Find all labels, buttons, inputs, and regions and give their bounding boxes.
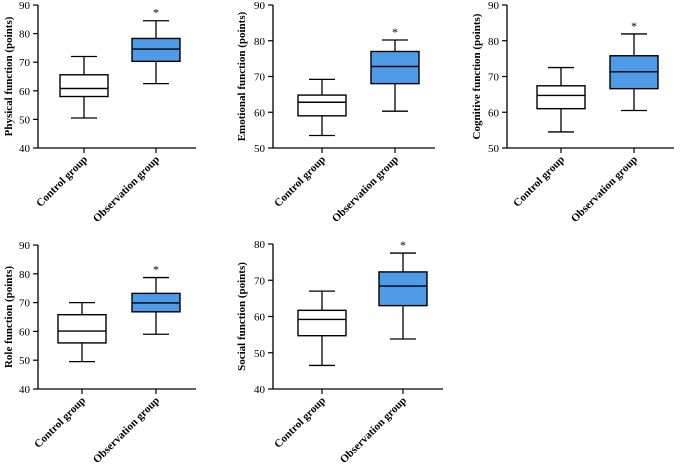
significance-marker: * xyxy=(400,238,406,252)
chart-panel-2: 50 60 70 80 90 Emotional function (points) Con… xyxy=(236,0,435,225)
box-control: Control group xyxy=(272,290,347,451)
y-tick-label: 60 xyxy=(254,312,266,324)
box-observation: * Observation group xyxy=(569,19,659,225)
box-observation: * Observation group xyxy=(330,25,420,225)
y-tick-label: 50 xyxy=(19,355,31,367)
x-category-label: Control group xyxy=(272,395,328,451)
y-tick-label: 80 xyxy=(19,29,31,41)
y-tick-label: 80 xyxy=(488,36,500,48)
y-axis-label: Cognitive function (points) xyxy=(471,13,483,139)
y-tick-label: 90 xyxy=(19,0,31,12)
y-tick-label: 70 xyxy=(19,298,31,310)
y-axis-label: Physical function (points) xyxy=(3,16,15,136)
x-category-label: Observation group xyxy=(91,395,162,466)
box-iqr xyxy=(536,85,586,110)
y-tick-label: 50 xyxy=(19,114,31,126)
x-category-label: Observation group xyxy=(91,154,162,225)
box-iqr xyxy=(370,50,420,85)
y-tick-label: 90 xyxy=(254,0,266,12)
box-control: Control group xyxy=(32,301,107,451)
x-category-label: Control group xyxy=(272,154,328,210)
significance-marker: * xyxy=(153,6,159,20)
y-axis-label: Social function (points) xyxy=(236,262,248,371)
y-tick-label: 50 xyxy=(254,348,266,360)
y-tick-label: 40 xyxy=(254,384,266,396)
x-category-label: Observation group xyxy=(338,395,409,466)
x-category-label: Control group xyxy=(511,154,567,210)
significance-marker: * xyxy=(392,25,398,39)
y-tick-label: 50 xyxy=(254,143,266,155)
y-tick-label: 90 xyxy=(19,240,31,252)
y-tick-label: 80 xyxy=(254,36,266,48)
significance-marker: * xyxy=(631,19,637,33)
chart-panel-5: 40 50 60 70 80 Social function (points) Contro… xyxy=(236,238,443,466)
y-tick-label: 60 xyxy=(19,86,31,98)
y-tick-label: 40 xyxy=(19,384,31,396)
chart-panel-1: 40 50 60 70 80 90 Physical function (points) Co… xyxy=(3,0,196,225)
y-tick-label: 80 xyxy=(19,269,31,281)
x-category-label: Observation group xyxy=(330,154,401,225)
box-iqr xyxy=(297,309,347,337)
y-tick-label: 70 xyxy=(19,57,31,69)
box-observation: * Observation group xyxy=(338,238,428,466)
significance-marker: * xyxy=(153,263,159,277)
box-control: Control group xyxy=(511,66,586,210)
y-axis-label: Role function (points) xyxy=(3,266,15,368)
chart-panel-4: 40 50 60 70 80 90 Role function (points) Contro… xyxy=(3,240,196,466)
box-iqr xyxy=(59,74,109,98)
y-tick-label: 60 xyxy=(254,107,266,119)
x-category-label: Control group xyxy=(32,395,88,451)
box-observation: * Observation group xyxy=(91,6,181,225)
box-observation: * Observation group xyxy=(91,263,181,466)
y-tick-label: 70 xyxy=(488,72,500,84)
y-tick-label: 60 xyxy=(19,326,31,338)
box-control: Control group xyxy=(272,78,347,210)
chart-panel-3: 50 60 70 80 90 Cognitive function (points) Con… xyxy=(471,0,674,225)
box-iqr xyxy=(378,271,428,307)
box-iqr xyxy=(131,37,181,63)
y-tick-label: 70 xyxy=(254,72,266,84)
y-tick-label: 80 xyxy=(254,239,266,251)
x-category-label: Observation group xyxy=(569,154,640,225)
x-category-label: Control group xyxy=(34,154,90,210)
y-tick-label: 40 xyxy=(19,143,31,155)
y-tick-label: 60 xyxy=(488,107,500,119)
y-tick-label: 50 xyxy=(488,143,500,155)
y-tick-label: 70 xyxy=(254,275,266,287)
box-iqr xyxy=(57,313,107,344)
box-iqr xyxy=(297,94,347,117)
box-control: Control group xyxy=(34,55,109,210)
y-axis-label: Emotional function (points) xyxy=(236,11,248,141)
y-tick-label: 90 xyxy=(488,0,500,12)
